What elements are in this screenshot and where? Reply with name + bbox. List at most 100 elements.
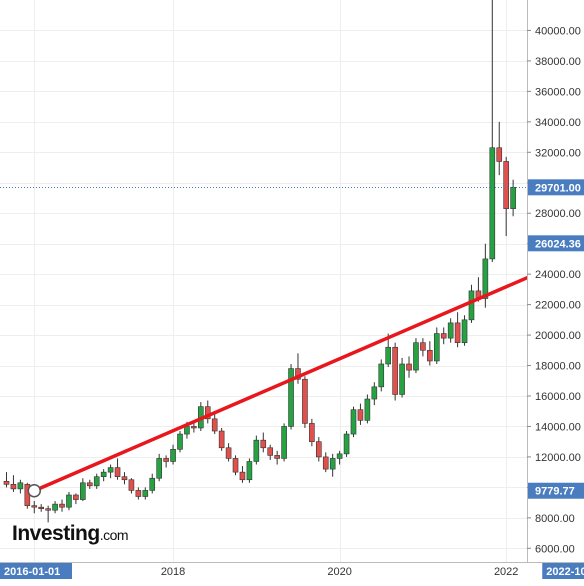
candle — [80, 478, 86, 502]
time-axis: 2016-01-01 2018 2020 2022 2022-10 — [0, 562, 584, 579]
candle-body-down — [38, 506, 45, 509]
candle — [107, 464, 114, 479]
candle-body-up — [107, 467, 114, 473]
candle-body-up — [343, 433, 350, 455]
candle-body-up — [93, 476, 100, 487]
candle-body-down — [86, 482, 93, 487]
candle-body-up — [510, 187, 516, 209]
candle — [156, 453, 162, 482]
candle — [204, 400, 211, 424]
candle-body-up — [364, 398, 371, 421]
candle-body-up — [461, 319, 468, 343]
candle-body-down — [260, 439, 267, 449]
grid-layer — [0, 0, 527, 562]
candle — [163, 455, 169, 468]
candle-body-up — [399, 363, 405, 395]
time-tick-label: 2020 — [327, 566, 351, 578]
candle-body-up — [447, 322, 454, 339]
candle-body-up — [288, 368, 294, 427]
candle-body-up — [156, 458, 162, 479]
candle — [378, 359, 385, 392]
candle — [309, 418, 315, 447]
candle — [336, 450, 343, 465]
candle — [350, 406, 357, 438]
candle-body-down — [114, 467, 121, 478]
candle-body-up — [385, 346, 392, 365]
price-tick-label: 8000.00 — [535, 513, 575, 525]
candle — [93, 473, 100, 489]
candle — [489, 0, 496, 262]
time-tick-label: 2022 — [494, 566, 518, 578]
candle — [45, 505, 51, 523]
candle-body-down — [267, 447, 274, 456]
price-axis: 6000.008000.0010000.0012000.0014000.0016… — [527, 0, 584, 562]
time-badge — [542, 563, 584, 579]
candle — [253, 435, 260, 465]
candle-body-down — [3, 480, 10, 485]
candle — [121, 472, 128, 485]
candle-body-up — [149, 477, 156, 491]
candle — [357, 403, 364, 425]
candle-body-up — [468, 290, 475, 321]
candle-body-down — [392, 346, 398, 395]
candle — [128, 478, 135, 494]
candle — [170, 444, 176, 465]
candle — [86, 479, 93, 489]
candle — [433, 327, 440, 365]
candle-body-down — [45, 508, 51, 511]
candle-body-up — [246, 461, 253, 481]
candle-body-down — [274, 455, 280, 459]
price-tick-label: 14000.00 — [535, 421, 581, 433]
candle-body-up — [80, 482, 86, 500]
candle-body-down — [302, 378, 308, 424]
candle-body-down — [454, 322, 461, 343]
candle — [288, 364, 294, 430]
candle — [225, 443, 232, 462]
candle-body-up — [66, 494, 72, 508]
price-tick-label: 20000.00 — [535, 330, 581, 342]
candle-body-up — [177, 433, 183, 450]
time-tick-label: 2018 — [161, 566, 185, 578]
candle — [315, 437, 322, 462]
candle — [218, 427, 225, 451]
candle — [17, 479, 24, 494]
price-tick-label: 28000.00 — [535, 208, 581, 220]
candle — [59, 499, 65, 512]
candle-body-up — [142, 490, 149, 497]
logo-name: Investing — [12, 522, 100, 545]
price-tick-label: 34000.00 — [535, 117, 581, 129]
candle-body-down — [163, 458, 169, 462]
candle-body-up — [170, 448, 176, 462]
candle — [246, 458, 253, 483]
candle-body-down — [204, 406, 211, 420]
candle-body-down — [218, 430, 225, 449]
candle — [10, 475, 17, 492]
candle-body-up — [378, 363, 385, 388]
candle-body-down — [59, 503, 65, 508]
candle — [427, 341, 433, 366]
trendline-handle-start[interactable] — [27, 483, 42, 498]
time-badge-label: 2022-10 — [546, 566, 584, 578]
candle-body-down — [420, 342, 426, 351]
candle-body-down — [225, 447, 232, 459]
candle — [114, 458, 121, 480]
price-tick-label: 16000.00 — [535, 391, 581, 403]
candle — [142, 487, 149, 500]
trendline[interactable] — [32, 243, 584, 493]
candle-body-up — [17, 482, 24, 490]
candle-body-down — [315, 441, 322, 458]
candle — [73, 493, 79, 505]
price-badge-label: 9779.77 — [535, 486, 575, 498]
price-badge-label: 29701.00 — [535, 182, 581, 194]
candle-body-down — [232, 458, 239, 473]
candle — [274, 450, 280, 465]
candle — [406, 356, 412, 378]
candle-body-down — [121, 476, 128, 481]
candle — [100, 469, 107, 482]
candle-body-up — [413, 342, 419, 371]
candle-body-down — [10, 484, 17, 490]
candle — [260, 432, 267, 453]
candle-body-up — [184, 426, 190, 435]
candle-body-up — [433, 333, 440, 362]
